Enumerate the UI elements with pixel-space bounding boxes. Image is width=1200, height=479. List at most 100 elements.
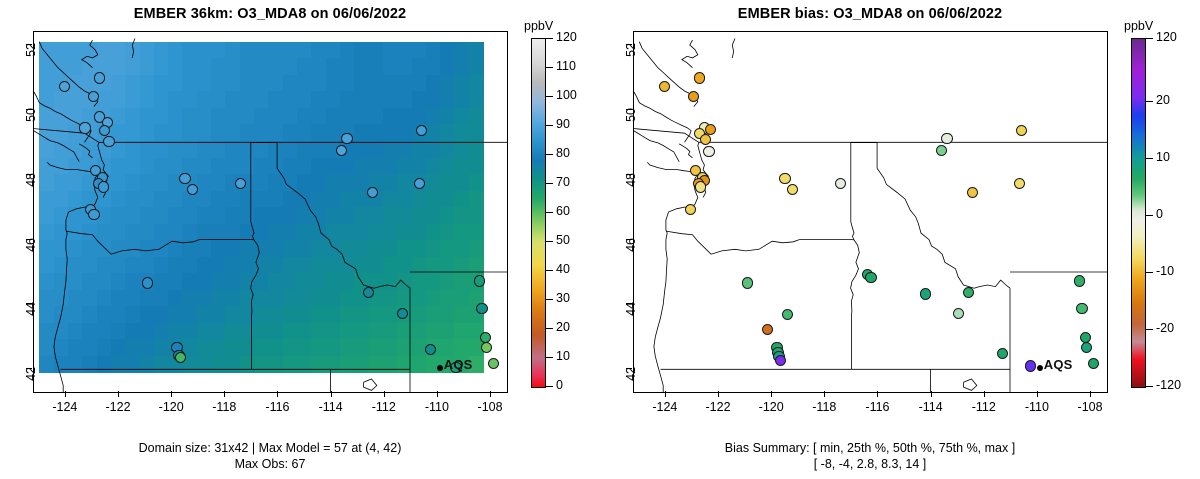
bias-station-marker[interactable] [694, 181, 707, 193]
colorbar-tick-label: 20 [556, 320, 570, 334]
bias-station-marker[interactable] [694, 72, 706, 84]
bias-station-marker[interactable] [786, 184, 798, 196]
model-station-marker[interactable] [474, 275, 486, 287]
model-station-marker[interactable] [142, 277, 154, 289]
colorbar-tick-label: 120 [556, 30, 577, 44]
aqs-legend-label: AQS [443, 357, 473, 373]
bias-station-marker[interactable] [953, 307, 965, 320]
model-station-marker[interactable] [235, 178, 247, 190]
colorbar-tick-label: 90 [556, 117, 570, 131]
y-tick [26, 43, 32, 45]
x-tick-label: -108 [477, 400, 503, 414]
model-station-marker[interactable] [103, 136, 115, 148]
colorbar-tick-label: 120 [1156, 30, 1177, 44]
bias-station-marker[interactable] [1074, 275, 1086, 287]
colorbar-tick [1146, 101, 1153, 103]
x-tick-label: -108 [1077, 400, 1103, 414]
model-station-marker[interactable] [87, 90, 100, 102]
model-station-marker[interactable] [487, 357, 499, 370]
model-station-marker[interactable] [415, 124, 428, 137]
model-station-marker[interactable] [90, 165, 102, 177]
bias-station-marker[interactable] [742, 277, 754, 289]
x-tick [490, 391, 492, 397]
bias-station-marker[interactable] [761, 324, 773, 336]
bias-station-marker[interactable] [685, 204, 697, 216]
model-caption-line2: Max Obs: 67 [234, 457, 306, 471]
y-tick [626, 368, 632, 370]
bias-station-marker[interactable] [1087, 357, 1099, 370]
bias-station-marker[interactable] [865, 271, 877, 283]
model-station-marker[interactable] [98, 124, 110, 137]
bias-station-marker[interactable] [687, 90, 700, 102]
y-tick [26, 173, 32, 175]
bias-station-marker[interactable] [704, 123, 717, 135]
y-tick [26, 368, 32, 370]
x-tick-label: -110 [424, 400, 449, 414]
bias-station-marker[interactable] [781, 309, 794, 321]
colorbar-tick-label: -120 [1156, 378, 1182, 392]
model-station-marker[interactable] [179, 172, 191, 185]
x-tick-label: -120 [758, 400, 784, 414]
model-station-marker[interactable] [450, 361, 462, 373]
bias-station-marker[interactable] [1014, 178, 1026, 190]
model-station-marker[interactable] [94, 72, 106, 84]
bias-station-marker[interactable] [1015, 124, 1028, 137]
model-station-marker[interactable] [98, 181, 110, 193]
bias-station-marker[interactable] [1080, 342, 1092, 354]
model-station-marker[interactable] [341, 132, 353, 144]
y-tick-label: 42 [624, 367, 638, 382]
bias-station-marker[interactable] [997, 348, 1009, 360]
x-tick [383, 391, 385, 397]
bias-station-marker[interactable] [693, 127, 705, 139]
x-tick [224, 391, 226, 397]
bias-station-marker[interactable] [775, 355, 787, 367]
model-station-marker[interactable] [366, 186, 379, 198]
colorbar-tick-label: -10 [1156, 264, 1175, 279]
model-station-marker[interactable] [397, 307, 409, 320]
bias-station-marker[interactable] [962, 287, 974, 299]
bias-station-marker[interactable] [966, 186, 979, 198]
model-station-marker[interactable] [88, 208, 100, 220]
model-station-marker[interactable] [58, 80, 71, 93]
model-station-marker[interactable] [480, 342, 492, 354]
model-station-marker[interactable] [79, 122, 91, 134]
x-tick-label: -112 [371, 400, 396, 414]
colorbar-gradient [1131, 38, 1146, 388]
model-station-marker[interactable] [186, 184, 198, 196]
colorbar-tick [546, 96, 553, 97]
model-station-marker[interactable] [414, 178, 426, 190]
x-tick [277, 391, 279, 397]
model-station-marker[interactable] [336, 145, 348, 157]
bias-station-marker[interactable] [703, 145, 715, 157]
bias-station-marker[interactable] [1024, 360, 1037, 372]
colorbar-tick [546, 357, 553, 358]
bias-station-marker[interactable] [658, 80, 671, 93]
bias-station-marker[interactable] [920, 288, 932, 300]
bias-station-marker[interactable] [941, 132, 953, 144]
panel-bias-title: EMBER bias: O3_MDA8 on 06/06/2022 [737, 6, 1003, 22]
model-station-marker[interactable] [424, 343, 437, 355]
bias-station-marker[interactable] [779, 172, 791, 185]
x-tick-label: -112 [971, 400, 996, 414]
x-tick [330, 391, 332, 397]
y-tick-label: 46 [624, 237, 638, 252]
x-tick [877, 391, 879, 397]
model-station-marker[interactable] [175, 352, 187, 364]
bias-station-marker[interactable] [1076, 302, 1088, 314]
y-tick [626, 173, 632, 175]
x-tick-label: -124 [652, 400, 678, 414]
bias-station-marker[interactable] [835, 178, 847, 190]
bias-station-marker[interactable] [936, 145, 948, 157]
model-station-marker[interactable] [362, 287, 374, 299]
bias-map-plot[interactable]: AQS [633, 31, 1108, 393]
model-map-plot[interactable]: AQS [33, 31, 508, 393]
y-tick-label: 48 [624, 172, 638, 187]
x-tick [171, 391, 173, 397]
colorbar-tick-label: 20 [1156, 93, 1170, 108]
colorbar-tick-label: 110 [556, 59, 576, 73]
bias-station-marker[interactable] [700, 134, 712, 146]
bias-station-marker[interactable] [690, 165, 702, 177]
model-station-marker[interactable] [476, 302, 488, 314]
colorbar-tick-label: -20 [1156, 320, 1175, 335]
colorbar-tick-label: 70 [556, 175, 570, 189]
